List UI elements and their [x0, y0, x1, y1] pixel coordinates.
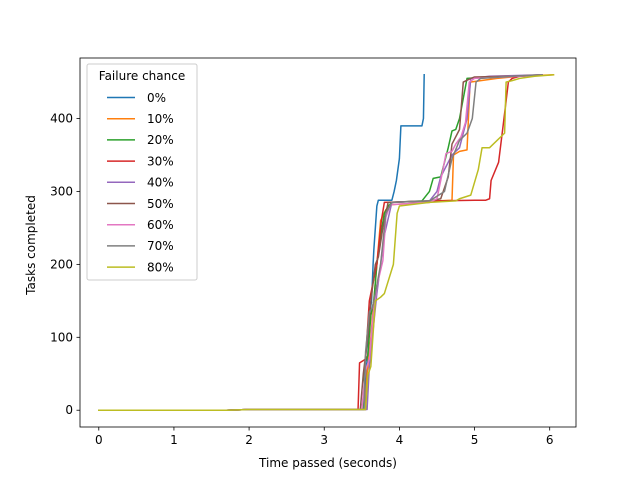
legend-label-6: 60% — [147, 218, 174, 232]
legend-label-5: 50% — [147, 197, 174, 211]
legend-label-2: 20% — [147, 133, 174, 147]
x-axis-title: Time passed (seconds) — [258, 456, 397, 470]
axes-frame — [79, 57, 577, 428]
y-tick-label-1: 100 — [50, 330, 73, 344]
x-tick-label-4: 4 — [396, 433, 404, 447]
plot-area — [98, 73, 555, 411]
series-line-7 — [98, 73, 543, 411]
legend-title: Failure chance — [99, 69, 185, 83]
legend-label-1: 10% — [147, 112, 174, 126]
x-tick-label-1: 1 — [170, 433, 178, 447]
x-tick-label-5: 5 — [471, 433, 479, 447]
legend-label-4: 40% — [147, 176, 174, 190]
series-line-3 — [98, 73, 543, 411]
y-tick-label-2: 200 — [50, 257, 73, 271]
legend-label-0: 0% — [147, 91, 166, 105]
y-tick-label-4: 400 — [50, 112, 73, 126]
series-line-5 — [98, 73, 543, 411]
x-tick-label-6: 6 — [546, 433, 554, 447]
y-axis-title: Tasks completed — [24, 195, 38, 296]
x-tick-label-2: 2 — [245, 433, 253, 447]
y-tick-label-3: 300 — [50, 184, 73, 198]
legend-label-7: 70% — [147, 239, 174, 253]
series-line-8 — [98, 73, 555, 411]
x-tick-label-3: 3 — [320, 433, 328, 447]
legend-label-8: 80% — [147, 260, 174, 274]
axes: 0 1 2 3 4 5 6 0 100 200 300 400 — [50, 57, 577, 447]
y-tick-label-0: 0 — [65, 403, 73, 417]
legend-label-3: 30% — [147, 154, 174, 168]
x-tick-label-0: 0 — [95, 433, 103, 447]
legend: Failure chance 0% 10% 20% 30% 40% 50% 60% 70% 80… — [86, 63, 198, 281]
legend-frame — [86, 63, 198, 281]
